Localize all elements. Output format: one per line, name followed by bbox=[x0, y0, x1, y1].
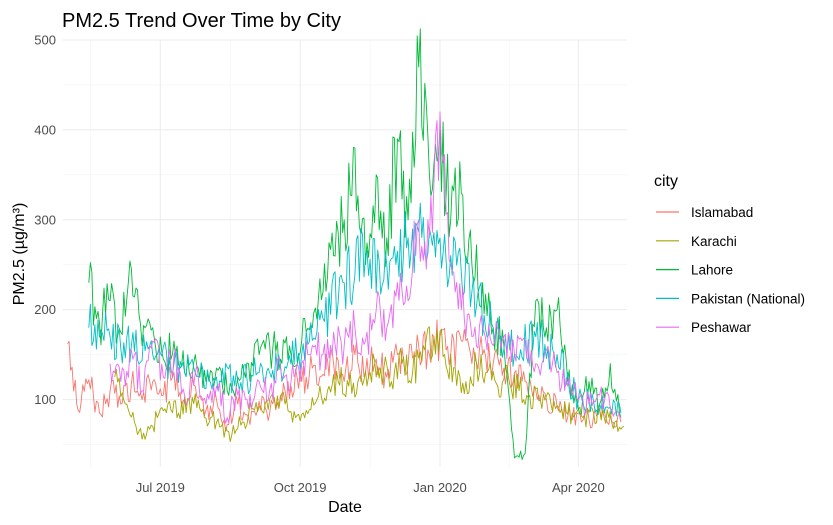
legend-items: Islamabad Karachi Lahore Pakistan (National… bbox=[656, 205, 805, 335]
x-axis-label: Date bbox=[328, 499, 362, 516]
series-line-pakistan-national bbox=[88, 202, 622, 417]
y-tick-label: 100 bbox=[34, 392, 56, 407]
legend-label: Karachi bbox=[691, 234, 737, 249]
y-tick-label: 400 bbox=[34, 122, 56, 137]
y-tick-label: 500 bbox=[34, 33, 56, 48]
series-line-peshawar bbox=[109, 111, 622, 424]
chart-title: PM2.5 Trend Over Time by City bbox=[62, 10, 341, 32]
series-lines bbox=[67, 28, 625, 460]
y-tick-label: 300 bbox=[34, 212, 56, 227]
x-tick-label: Apr 2020 bbox=[552, 480, 605, 495]
x-tick-label: Jan 2020 bbox=[413, 480, 467, 495]
legend-title: city bbox=[654, 173, 678, 190]
legend-label: Islamabad bbox=[691, 205, 753, 220]
y-tick-label: 200 bbox=[34, 302, 56, 317]
series-line-karachi bbox=[114, 326, 625, 443]
legend: city Islamabad Karachi Lahore Pakistan (Nat… bbox=[654, 173, 805, 335]
legend-label: Peshawar bbox=[691, 320, 752, 335]
y-axis-ticks: 100 200 300 400 500 bbox=[34, 33, 56, 408]
grid bbox=[63, 39, 627, 467]
legend-label: Lahore bbox=[691, 263, 733, 278]
y-axis-label: PM2.5 (µg/m³) bbox=[11, 203, 28, 306]
x-tick-label: Jul 2019 bbox=[136, 480, 185, 495]
x-tick-label: Oct 2019 bbox=[274, 480, 327, 495]
legend-label: Pakistan (National) bbox=[691, 291, 805, 306]
x-axis-ticks: Jul 2019 Oct 2019 Jan 2020 Apr 2020 bbox=[136, 480, 605, 495]
